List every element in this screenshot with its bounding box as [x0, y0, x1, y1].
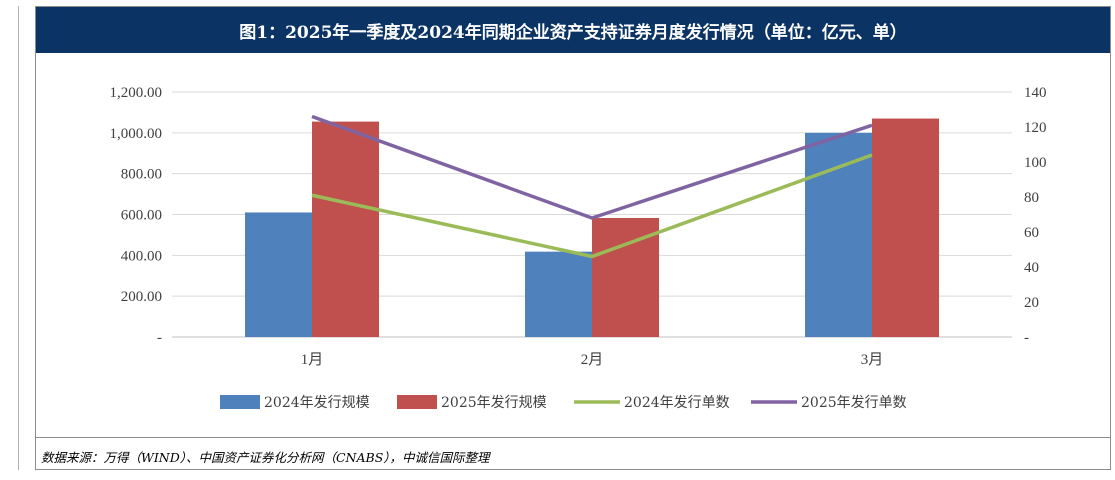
right-tick-label: 100	[1024, 155, 1047, 171]
bar	[525, 251, 592, 337]
bar	[245, 212, 312, 337]
right-tick-label: 120	[1024, 120, 1047, 136]
bar	[805, 132, 872, 337]
source-note: 数据来源：万得（WIND）、中国资产证券化分析网（CNABS），中诚信国际整理	[41, 450, 490, 465]
x-tick-label: 3月	[861, 352, 884, 368]
left-tick-label: 600.00	[121, 208, 162, 224]
legend-label: 2025年发行规模	[441, 395, 547, 411]
right-tick-label: 40	[1024, 260, 1039, 276]
bar	[872, 118, 939, 338]
figure-title: 图1：2025年一季度及2024年同期企业资产支持证券月度发行情况（单位：亿元、…	[36, 7, 1110, 53]
series-line	[311, 153, 873, 259]
left-tick-label: 200.00	[121, 289, 162, 305]
right-tick-label: 20	[1024, 295, 1039, 311]
legend-label: 2024年发行规模	[264, 395, 370, 411]
left-tick-label: 400.00	[121, 248, 162, 264]
x-tick-label: 2月	[581, 352, 604, 368]
legend-label: 2024年发行单数	[624, 395, 730, 411]
page-left-rule	[18, 6, 19, 470]
right-tick-label: 60	[1024, 225, 1039, 241]
legend-swatch	[397, 395, 437, 409]
left-tick-label: -	[157, 330, 162, 346]
x-tick-label: 1月	[301, 352, 324, 368]
source-divider	[36, 437, 1110, 438]
series-line	[311, 114, 873, 220]
legend-label: 2025年发行单数	[801, 395, 907, 411]
right-tick-label: -	[1024, 330, 1029, 346]
left-tick-label: 800.00	[121, 167, 162, 183]
legend-swatch	[220, 395, 260, 409]
figure-frame: 图1：2025年一季度及2024年同期企业资产支持证券月度发行情况（单位：亿元、…	[35, 6, 1111, 470]
right-tick-label: 80	[1024, 190, 1039, 206]
bar	[312, 121, 379, 338]
right-tick-label: 140	[1024, 85, 1047, 101]
left-tick-label: 1,200.00	[110, 85, 163, 101]
left-tick-label: 1,000.00	[110, 126, 163, 142]
